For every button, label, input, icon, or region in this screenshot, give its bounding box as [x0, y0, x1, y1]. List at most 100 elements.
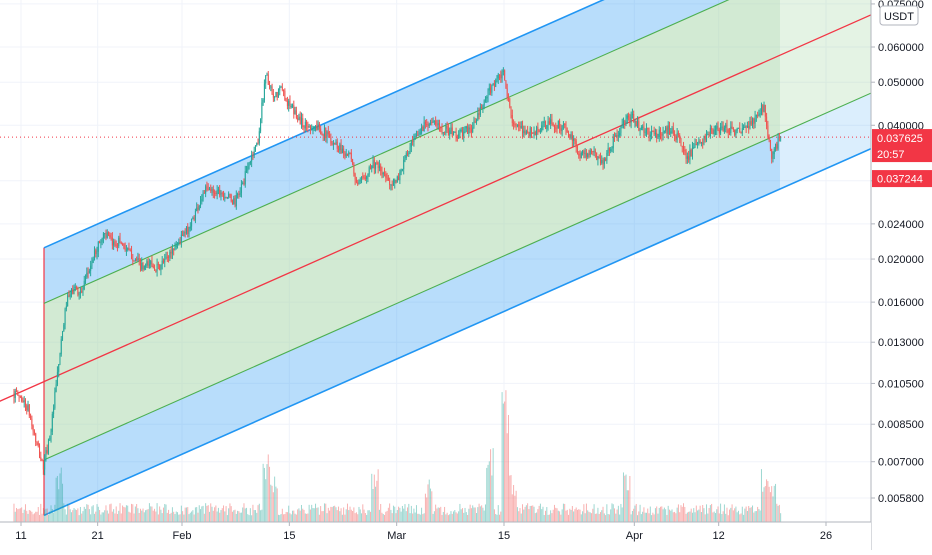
candle-up[interactable] — [113, 238, 115, 250]
candle-up[interactable] — [741, 123, 743, 136]
candle-down[interactable] — [596, 152, 598, 161]
candle-up[interactable] — [382, 171, 384, 178]
candle-up[interactable] — [488, 83, 490, 96]
candle-down[interactable] — [238, 190, 240, 199]
candle-up[interactable] — [468, 124, 470, 137]
candle-up[interactable] — [413, 133, 415, 147]
candle-down[interactable] — [685, 148, 687, 164]
candle-down[interactable] — [522, 120, 524, 139]
candle-down[interactable] — [616, 129, 618, 142]
candle-up[interactable] — [433, 120, 435, 125]
candle-up[interactable] — [773, 146, 775, 160]
candle-down[interactable] — [711, 125, 713, 134]
candle-down[interactable] — [740, 131, 742, 134]
candle-up[interactable] — [697, 141, 699, 149]
candle-up[interactable] — [237, 192, 239, 199]
candle-up[interactable] — [631, 108, 633, 119]
candle-up[interactable] — [256, 142, 258, 147]
candle-up[interactable] — [171, 244, 173, 260]
candle-up[interactable] — [102, 232, 104, 244]
candle-down[interactable] — [633, 110, 635, 123]
candle-down[interactable] — [727, 128, 729, 139]
candle-up[interactable] — [460, 127, 462, 133]
candle-down[interactable] — [514, 121, 516, 128]
candle-down[interactable] — [229, 193, 231, 198]
candle-down[interactable] — [708, 131, 710, 137]
candle-up[interactable] — [663, 130, 665, 134]
candle-down[interactable] — [675, 134, 677, 143]
candle-down[interactable] — [679, 133, 681, 144]
candle-up[interactable] — [587, 152, 589, 159]
candle-up[interactable] — [183, 230, 185, 237]
candle-down[interactable] — [643, 121, 645, 138]
candle-up[interactable] — [100, 239, 102, 249]
candle-down[interactable] — [306, 119, 308, 131]
candle-up[interactable] — [760, 102, 762, 116]
candle-up[interactable] — [529, 126, 531, 139]
candle-down[interactable] — [608, 147, 610, 156]
candle-down[interactable] — [493, 80, 495, 91]
candle-up[interactable] — [137, 252, 139, 262]
candle-down[interactable] — [281, 83, 283, 92]
candle-down[interactable] — [155, 269, 157, 273]
candle-up[interactable] — [676, 127, 678, 143]
candle-down[interactable] — [159, 264, 161, 271]
candle-down[interactable] — [231, 199, 233, 205]
candle-up[interactable] — [78, 291, 80, 300]
candle-down[interactable] — [451, 123, 453, 137]
candle-up[interactable] — [449, 127, 451, 140]
candle-up[interactable] — [274, 95, 276, 102]
candle-up[interactable] — [491, 84, 493, 96]
candle-down[interactable] — [120, 241, 122, 245]
candle-up[interactable] — [603, 157, 605, 169]
candle-down[interactable] — [757, 111, 759, 119]
candle-down[interactable] — [72, 285, 74, 295]
candle-down[interactable] — [467, 123, 469, 135]
candle-down[interactable] — [568, 130, 570, 138]
candle-down[interactable] — [39, 443, 41, 459]
candle-down[interactable] — [325, 127, 327, 143]
candle-up[interactable] — [642, 124, 644, 131]
candle-up[interactable] — [79, 286, 81, 299]
candle-up[interactable] — [390, 184, 392, 191]
candle-up[interactable] — [561, 125, 563, 137]
candle-up[interactable] — [610, 146, 612, 154]
candle-down[interactable] — [170, 246, 172, 259]
candle-up[interactable] — [450, 122, 452, 134]
candle-up[interactable] — [367, 173, 369, 183]
candle-down[interactable] — [461, 126, 463, 140]
candle-up[interactable] — [67, 292, 69, 307]
candle-down[interactable] — [718, 127, 720, 138]
candle-down[interactable] — [734, 129, 736, 137]
candle-down[interactable] — [166, 251, 168, 262]
candle-down[interactable] — [722, 121, 724, 132]
currency-badge[interactable]: USDT — [879, 5, 919, 26]
candle-down[interactable] — [363, 174, 365, 180]
candle-up[interactable] — [473, 116, 475, 129]
candle-down[interactable] — [184, 228, 186, 238]
candle-up[interactable] — [300, 112, 302, 129]
candle-up[interactable] — [612, 133, 614, 153]
candle-up[interactable] — [482, 104, 484, 114]
candle-up[interactable] — [497, 72, 499, 84]
candle-up[interactable] — [174, 242, 176, 251]
candle-down[interactable] — [537, 122, 539, 135]
candle-down[interactable] — [285, 97, 287, 102]
candle-up[interactable] — [404, 155, 406, 163]
candle-down[interactable] — [41, 458, 43, 462]
candle-up[interactable] — [401, 168, 403, 172]
candle-up[interactable] — [707, 131, 709, 136]
candle-down[interactable] — [614, 132, 616, 142]
candle-down[interactable] — [46, 444, 48, 455]
candle-down[interactable] — [767, 120, 769, 140]
candle-up[interactable] — [667, 121, 669, 140]
candle-down[interactable] — [35, 432, 37, 447]
candle-up[interactable] — [589, 148, 591, 158]
candle-up[interactable] — [180, 230, 182, 248]
candle-down[interactable] — [564, 123, 566, 129]
candle-down[interactable] — [628, 112, 630, 121]
candle-down[interactable] — [302, 113, 304, 130]
candle-up[interactable] — [625, 114, 627, 127]
candle-up[interactable] — [763, 101, 765, 113]
